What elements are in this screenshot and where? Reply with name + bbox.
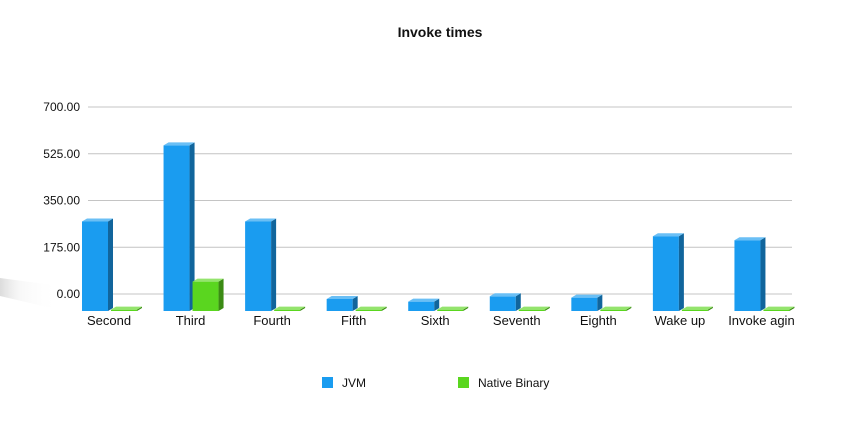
bar-jvm <box>245 218 277 311</box>
bar-jvm <box>571 294 603 311</box>
bar-native-binary <box>681 306 713 311</box>
x-tick-label: Eighth <box>580 313 617 328</box>
bar-native-binary <box>763 306 795 311</box>
legend-label: JVM <box>342 376 366 390</box>
y-tick-label: 0.00 <box>57 287 81 301</box>
x-tick-label: Second <box>87 313 131 328</box>
bar-native-binary <box>355 306 387 311</box>
bar-native-binary <box>437 306 469 311</box>
x-tick-label: Wake up <box>654 313 705 328</box>
bar-jvm <box>82 218 113 311</box>
bar-jvm <box>326 295 358 311</box>
legend-swatch <box>322 377 333 388</box>
y-tick-label: 700.00 <box>43 100 80 114</box>
x-tick-label: Sixth <box>421 313 450 328</box>
x-tick-label: Fifth <box>341 313 366 328</box>
bar-jvm <box>489 293 521 311</box>
x-tick-label: Invoke agin <box>728 313 795 328</box>
legend-item: Native Binary <box>458 376 549 390</box>
bar-jvm <box>652 233 684 311</box>
bar-native-binary <box>518 306 550 311</box>
legend-label: Native Binary <box>478 376 549 390</box>
chart-title: Invoke times <box>398 24 483 40</box>
legend-item: JVM <box>322 376 366 390</box>
x-tick-label: Fourth <box>253 313 291 328</box>
y-tick-label: 350.00 <box>43 194 80 208</box>
bar-jvm <box>734 237 766 311</box>
bar-jvm <box>163 142 195 311</box>
floor-shadow <box>0 278 60 310</box>
x-tick-label: Third <box>176 313 206 328</box>
y-tick-label: 175.00 <box>43 240 80 254</box>
y-tick-label: 525.00 <box>43 147 80 161</box>
bar-native-binary <box>111 306 142 311</box>
bar-native-binary <box>192 278 224 311</box>
legend-swatch <box>458 377 469 388</box>
bar-native-binary <box>600 306 632 311</box>
x-tick-label: Seventh <box>493 313 541 328</box>
bar-jvm <box>408 298 440 311</box>
bar-native-binary <box>274 306 306 311</box>
